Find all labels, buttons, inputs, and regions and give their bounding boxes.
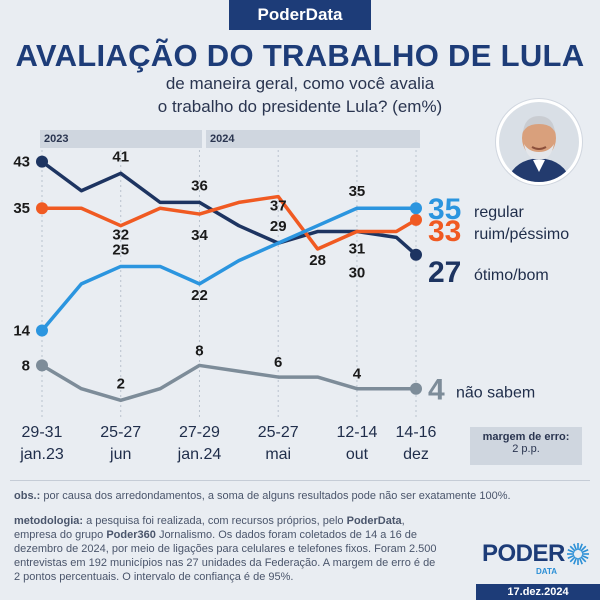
- data-label-2-3: 35: [349, 183, 366, 200]
- x-label-bottom-4: out: [346, 446, 369, 463]
- burst-ray-7: [567, 554, 575, 559]
- series-end-dot-3: [410, 382, 422, 395]
- publish-date: 17.dez.2024: [476, 584, 600, 600]
- sunburst-icon: [567, 543, 589, 565]
- burst-ray-2: [580, 556, 587, 563]
- year-band-2023: 2023: [40, 130, 202, 148]
- x-label-bottom-2: jan.24: [177, 446, 222, 463]
- data-label-2-2: 22: [191, 287, 208, 304]
- obs-text: por causa dos arredondamentos, a soma de…: [43, 490, 511, 502]
- x-label-top-4: 12-14: [336, 424, 377, 441]
- poderdata-logo: PODER DATA: [482, 540, 592, 580]
- burst-ray-3: [578, 557, 583, 565]
- metod-text-3: Jornalismo. Os dados foram coletados de …: [14, 529, 437, 583]
- data-label-1-1: 32: [112, 227, 129, 244]
- x-label-top-1: 25-27: [100, 424, 141, 441]
- margin-label: margem de erro:: [482, 431, 570, 443]
- page-title: AVALIAÇÃO DO TRABALHO DE LULA: [15, 38, 585, 73]
- data-label-3-3: 6: [274, 354, 282, 371]
- burst-ray-15: [581, 549, 589, 554]
- data-label-3-0: 8: [22, 357, 30, 374]
- brand-header: PoderData: [229, 0, 371, 30]
- metod-brand: PoderData: [346, 515, 402, 527]
- burst-ray-14: [580, 545, 587, 552]
- legend-value-1: 33: [428, 215, 461, 248]
- data-label-2-0: 14: [13, 322, 30, 339]
- data-label-0-1: 41: [112, 148, 129, 165]
- observation-note: obs.: por causa dos arredondamentos, a s…: [14, 490, 584, 502]
- methodology-note: metodologia: a pesquisa foi realizada, c…: [14, 514, 444, 584]
- margin-value: 2 p.p.: [512, 443, 540, 455]
- series-line-3: [41, 363, 416, 403]
- legend-value-3: 4: [428, 374, 445, 407]
- data-label-3-4: 4: [353, 366, 362, 383]
- series-start-dot-3: [36, 359, 48, 372]
- year-label-2024: 2024: [210, 133, 235, 145]
- series-end-dot-1: [410, 213, 422, 226]
- lines-layer: [36, 155, 422, 403]
- x-label-top-0: 29-31: [22, 424, 63, 441]
- burst-ray-11: [573, 543, 578, 551]
- legend-name-0: ótimo/bom: [474, 267, 549, 284]
- data-label-0-0: 43: [13, 154, 30, 171]
- x-label-bottom-0: jan.23: [19, 446, 64, 463]
- margin-of-error-box: margem de erro: 2 p.p.: [470, 427, 582, 465]
- data-label-0-2: 36: [191, 177, 208, 194]
- data-label-3-1: 2: [117, 375, 125, 392]
- burst-ray-6: [569, 556, 576, 563]
- data-label-0-3: 29: [270, 218, 287, 235]
- legend-name-2: regular: [474, 204, 524, 221]
- data-label-1-4: 28: [309, 252, 326, 269]
- series-line-1: [42, 194, 417, 251]
- metod-text-2: , empresa do grupo: [14, 515, 405, 541]
- logo-sub-text: DATA: [536, 567, 558, 576]
- x-label-bottom-3: mai: [265, 446, 291, 463]
- data-label-1-0: 35: [13, 200, 30, 217]
- burst-ray-9: [567, 549, 575, 554]
- x-label-top-2: 27-29: [179, 424, 220, 441]
- metod-label: metodologia:: [14, 515, 84, 527]
- x-axis-labels: 29-31 jan.23 25-27 jun 27-29 jan.24 25-27 mai 12…: [19, 424, 436, 463]
- subtitle-line-1: de maneira geral, como você avalia: [165, 74, 435, 93]
- series-end-dot-2: [410, 202, 422, 215]
- legend-name-1: ruim/péssimo: [474, 226, 569, 243]
- year-label-2023: 2023: [44, 133, 69, 145]
- burst-ray-13: [578, 543, 583, 551]
- obs-label: obs.:: [14, 490, 41, 502]
- lula-portrait-icon: [496, 99, 582, 185]
- metod-brand-2: Poder360: [106, 529, 156, 541]
- metod-text-1: a pesquisa foi realizada, com recursos p…: [86, 515, 344, 527]
- series-end-dot-0: [410, 248, 422, 261]
- burst-ray-5: [573, 557, 578, 565]
- legend-value-0: 27: [428, 256, 461, 289]
- burst-ray-1: [581, 554, 589, 559]
- x-label-bottom-1: jun: [109, 446, 131, 463]
- data-label-0-5: 30: [349, 264, 366, 281]
- data-label-1-2: 34: [191, 227, 208, 244]
- legend-value-2: 35: [428, 193, 461, 226]
- data-label-3-2: 8: [195, 342, 203, 359]
- logo-main-text: PODER: [482, 540, 565, 567]
- x-label-top-5: 14-16: [396, 424, 437, 441]
- data-label-1-3: 37: [270, 198, 287, 215]
- burst-ray-10: [569, 545, 576, 552]
- data-label-0-4: 31: [349, 241, 366, 258]
- subtitle-line-2: o trabalho do presidente Lula? (em%): [157, 97, 443, 116]
- series-start-dot-2: [36, 324, 48, 337]
- x-label-top-3: 25-27: [258, 424, 299, 441]
- series-line-0: [40, 160, 418, 257]
- series-start-dot-1: [36, 202, 48, 215]
- legend-name-3: não sabem: [456, 385, 535, 402]
- x-label-bottom-5: dez: [403, 446, 429, 463]
- legend: 27 ótimo/bom 33 ruim/péssimo 35 regular 4 não s…: [428, 193, 569, 406]
- year-band-2024: 2024: [206, 130, 420, 148]
- divider: [10, 480, 590, 481]
- series-start-dot-0: [36, 155, 48, 168]
- data-label-2-1: 25: [112, 241, 129, 258]
- series-line-2: [40, 206, 416, 332]
